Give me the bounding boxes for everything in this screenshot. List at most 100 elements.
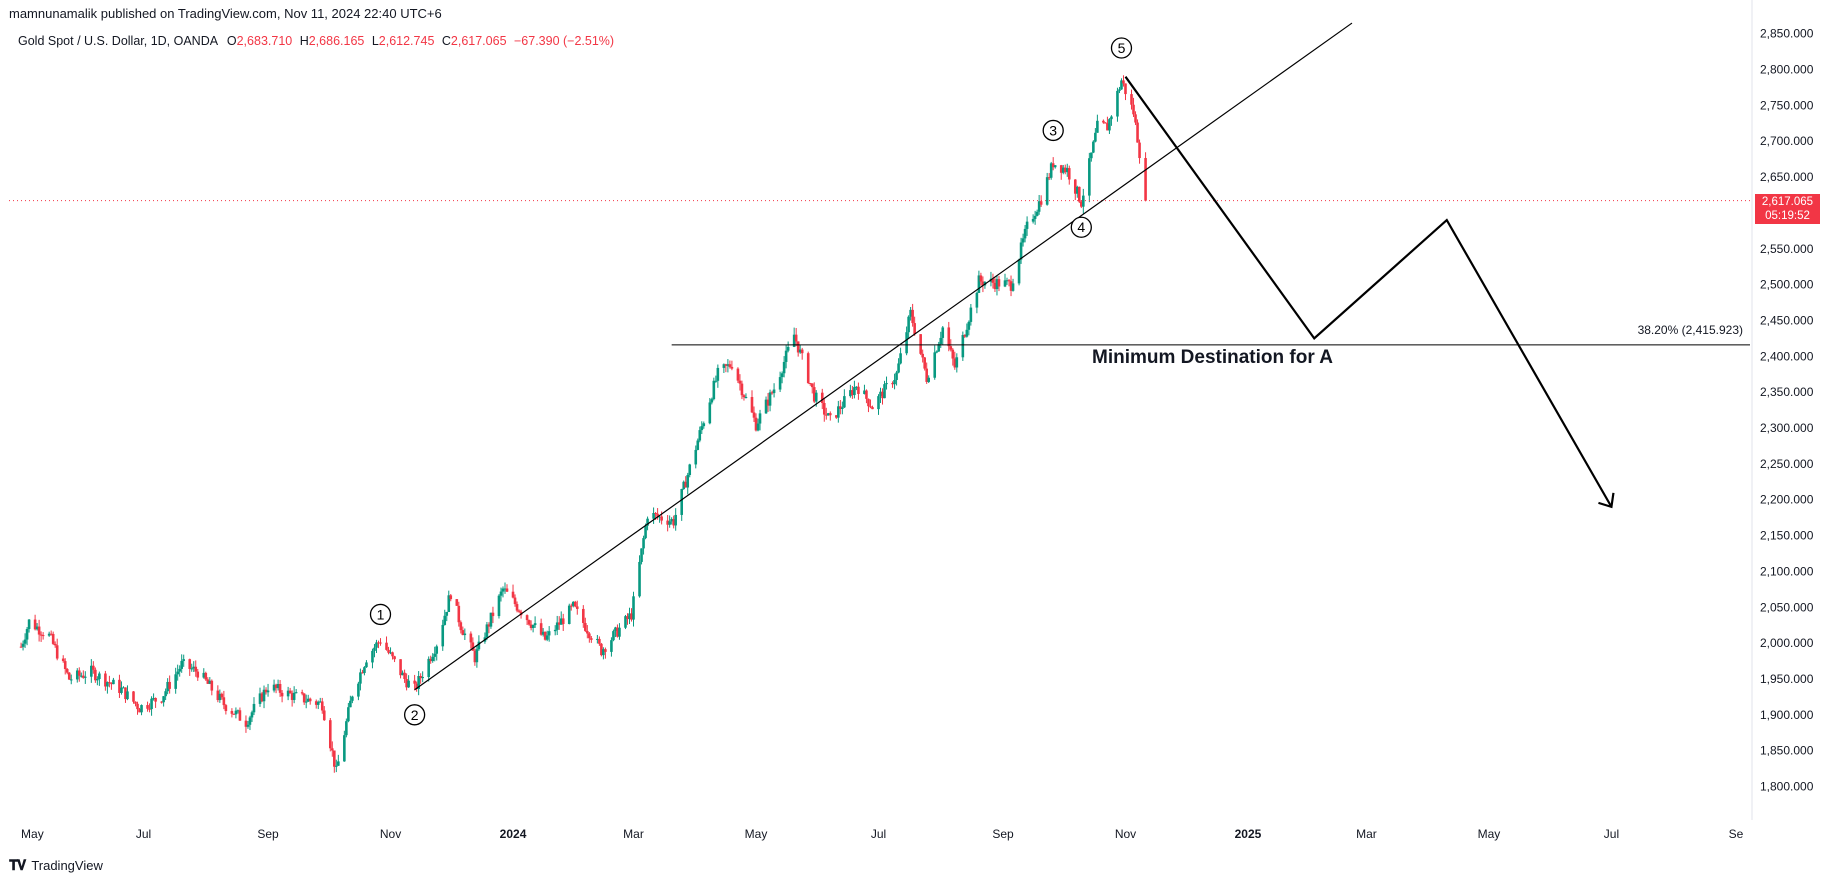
candle-body [712, 380, 716, 400]
candle-body [1082, 195, 1085, 207]
candle-body [925, 368, 928, 382]
projection-arrowhead [1598, 492, 1615, 509]
candle-body [628, 613, 631, 620]
candle-body [726, 364, 730, 366]
candle-body [919, 334, 922, 354]
candle-body [716, 367, 720, 381]
candle-body [92, 665, 95, 670]
time-tick-label: Sep [992, 827, 1014, 841]
symbol-name[interactable]: Gold Spot / U.S. Dollar, 1D, OANDA [18, 34, 218, 48]
candle-body [612, 631, 615, 641]
candle-body [949, 346, 953, 350]
candle-body [766, 399, 770, 406]
candle-body [124, 687, 127, 700]
wave-label-text: 5 [1118, 40, 1126, 56]
candle-body [955, 357, 959, 368]
candle-body [81, 675, 85, 678]
candle-body [602, 649, 605, 656]
price-tick-label: 2,500.000 [1760, 278, 1814, 292]
candle-body [899, 353, 902, 364]
candle-body [166, 681, 169, 692]
candle-body [188, 659, 192, 669]
candle-body [154, 697, 157, 702]
candle-body [260, 693, 264, 702]
candle-body [385, 642, 388, 650]
candle-body [1019, 242, 1023, 260]
candle-body [881, 391, 884, 399]
candle-body [445, 611, 449, 616]
candle-body [146, 705, 149, 709]
candle-body [511, 591, 515, 598]
candle-body [722, 364, 726, 368]
time-tick-label: May [21, 827, 44, 841]
candle-body [224, 705, 228, 712]
candle-body [814, 392, 818, 402]
candle-body [909, 309, 912, 317]
candle-body [638, 561, 641, 597]
candle-body [855, 386, 858, 388]
candle-body [738, 380, 742, 384]
candle-body [491, 612, 495, 617]
candle-body [772, 389, 776, 394]
candle-body [1039, 201, 1043, 205]
candle-body [174, 674, 177, 689]
candle-body [278, 684, 282, 693]
candle-body [333, 750, 336, 767]
candle-body [272, 684, 276, 691]
candle-body [69, 679, 73, 681]
candle-body [192, 666, 196, 669]
candle-body [843, 396, 846, 408]
candle-body [94, 669, 97, 681]
footer-brand[interactable]: 𝐓𝐕 TradingView [9, 857, 103, 874]
candle-body [927, 377, 930, 382]
candle-body [792, 334, 796, 347]
candle-body [1092, 141, 1095, 153]
candle-body [1116, 90, 1119, 117]
candle-body [1037, 201, 1041, 212]
destination-label: Minimum Destination for A [1092, 347, 1333, 368]
candle-body [208, 680, 212, 684]
candle-body [487, 624, 491, 627]
time-tick-label: Nov [1115, 827, 1136, 841]
candle-body [885, 383, 888, 385]
candle-body [126, 691, 129, 700]
candle-body [879, 391, 882, 397]
candle-body [417, 675, 420, 689]
candle-body [644, 525, 647, 539]
candle-body [652, 513, 655, 519]
candle-body [190, 668, 194, 670]
price-axis: 1,800.000 1,850.000 1,900.000 1,950.000 2,00… [1751, 0, 1814, 820]
candle-body [1059, 165, 1063, 173]
candle-body [953, 358, 957, 368]
candle-body [531, 625, 535, 629]
candle-body [21, 643, 25, 647]
candle-body [851, 390, 854, 396]
candle-body [27, 619, 31, 630]
candle-body [708, 402, 712, 424]
candle-body [1005, 280, 1009, 282]
candle-body [104, 673, 107, 687]
candle-body [61, 658, 65, 662]
candle-body [337, 761, 340, 766]
candle-body [541, 631, 545, 635]
candle-body [407, 680, 410, 688]
candle-body [347, 707, 350, 722]
time-tick-label: 2025 [1235, 827, 1262, 841]
change-value: −67.390 (−2.51%) [514, 34, 615, 48]
candle-body [696, 440, 700, 450]
candle-body [893, 379, 896, 385]
open-value: 2,683.710 [236, 34, 293, 48]
wave-label-circle [369, 603, 392, 626]
candle-body [77, 670, 81, 676]
candle-body [413, 680, 416, 684]
candle-body [750, 397, 754, 413]
candle-body [569, 605, 573, 607]
price-tick-label: 1,800.000 [1760, 780, 1814, 794]
candle-body [206, 679, 210, 684]
candle-body [302, 693, 306, 703]
candle-body [501, 588, 505, 592]
candle-body [672, 519, 675, 526]
close-value: 2,617.065 [450, 34, 507, 48]
candle-body [371, 650, 374, 663]
